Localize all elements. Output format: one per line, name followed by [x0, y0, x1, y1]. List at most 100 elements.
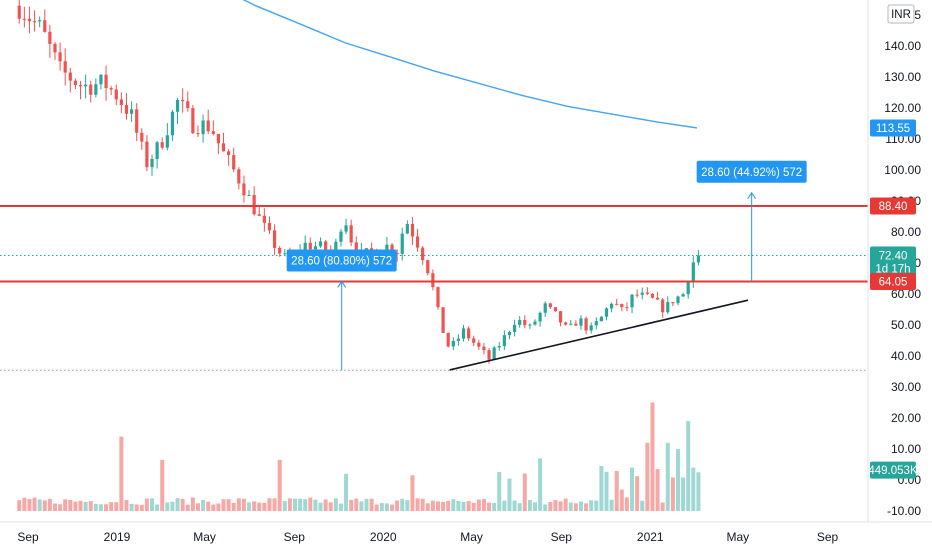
candle-body	[191, 108, 195, 134]
candle-body	[227, 151, 231, 156]
volume-bar	[313, 499, 318, 511]
volume-bar	[139, 504, 144, 511]
volume-bar	[568, 502, 573, 511]
x-tick-label: Sep	[817, 530, 839, 544]
candle-body	[472, 338, 476, 343]
volume-bar	[471, 502, 476, 511]
volume-bar	[83, 501, 88, 511]
volume-bar	[267, 498, 272, 511]
candle-body	[390, 244, 394, 253]
candle-body	[114, 89, 118, 100]
volume-bar	[160, 459, 165, 511]
measure-arrow-head	[747, 191, 757, 200]
candle-body	[78, 84, 83, 87]
candle-body	[232, 155, 236, 170]
volume-bar	[195, 503, 200, 511]
volume-bar	[446, 500, 451, 511]
y-tick-label: 120.00	[884, 101, 921, 115]
volume-badge-label: 449.053K	[868, 465, 918, 477]
y-tick-label: 140.00	[884, 39, 921, 53]
x-tick-label: 2020	[370, 530, 397, 544]
currency-label-box[interactable]: INR	[887, 4, 915, 24]
candle-body	[610, 303, 614, 309]
candle-body	[124, 104, 129, 114]
y-tick-label: 30.00	[891, 380, 921, 394]
y-tick-label: 10.00	[891, 442, 921, 456]
volume-bar	[226, 499, 231, 511]
volume-bar	[553, 500, 558, 511]
volume-bar	[257, 502, 262, 511]
candle-body	[145, 141, 149, 168]
candle-body	[160, 142, 164, 148]
measure-arrow-head	[337, 280, 347, 288]
candle-body	[696, 255, 701, 263]
candle-body	[492, 347, 496, 360]
volume-bar	[236, 498, 241, 511]
candle-body	[538, 312, 542, 322]
candle-body	[599, 316, 603, 322]
volume-bar	[543, 504, 548, 511]
volume-bar	[58, 504, 63, 511]
candle-body	[681, 294, 685, 297]
last-price-badge-countdown: 1d 17h	[875, 264, 910, 276]
candle-body	[38, 20, 42, 22]
volume-bar	[522, 473, 527, 511]
volume-bar	[42, 500, 47, 511]
volume-bar	[619, 489, 624, 511]
candle-body	[620, 303, 624, 308]
volume-bar	[124, 500, 129, 511]
y-tick-label: 100.00	[884, 163, 921, 177]
volume-bar	[476, 499, 481, 511]
candle-body	[237, 169, 241, 184]
volume-bar	[298, 498, 303, 511]
volume-bar	[635, 476, 640, 511]
volume-bar	[481, 499, 486, 511]
volume-bar	[538, 458, 543, 511]
candle-body	[630, 294, 634, 308]
volume-bar	[344, 473, 349, 511]
candle-body	[58, 52, 62, 62]
candle-body	[441, 307, 445, 333]
candle-body	[63, 61, 67, 73]
candle-body	[201, 120, 205, 135]
volume-bar	[104, 504, 109, 511]
x-tick-label: Sep	[284, 530, 306, 544]
candle-body	[89, 84, 93, 95]
volume-bar	[318, 502, 323, 511]
x-tick-label: Sep	[551, 530, 573, 544]
volume-bar	[144, 498, 149, 511]
level-top-badge-label: 88.40	[879, 201, 908, 213]
volume-bar	[395, 500, 400, 511]
candle-body	[303, 242, 307, 253]
volume-bar	[589, 500, 594, 511]
candle-body	[150, 158, 154, 168]
volume-bar	[129, 503, 134, 511]
support-trendline[interactable]	[449, 299, 749, 371]
candle-body	[211, 131, 215, 134]
candle-body	[579, 318, 583, 326]
volume-bar	[400, 498, 405, 511]
volume-bar	[691, 467, 696, 511]
candle-body	[686, 282, 690, 295]
volume-bar	[293, 498, 297, 511]
volume-bar	[354, 498, 359, 511]
volume-bar	[390, 504, 395, 511]
candle-body	[395, 252, 399, 254]
volume-bar	[497, 472, 502, 511]
volume-bar	[578, 501, 583, 511]
candle-body	[507, 331, 512, 336]
candle-body	[53, 43, 57, 53]
candle-body	[17, 5, 21, 19]
volume-bar	[624, 497, 629, 511]
volume-bar	[93, 503, 98, 511]
candle-body	[477, 342, 481, 347]
volume-bar	[216, 503, 221, 511]
currency-label: INR	[891, 9, 911, 21]
candle-body	[48, 31, 52, 44]
candle-body	[181, 99, 185, 102]
candle-body	[247, 194, 251, 196]
volume-bar	[655, 469, 660, 511]
volume-bar	[594, 500, 599, 511]
candle-body	[487, 350, 491, 360]
